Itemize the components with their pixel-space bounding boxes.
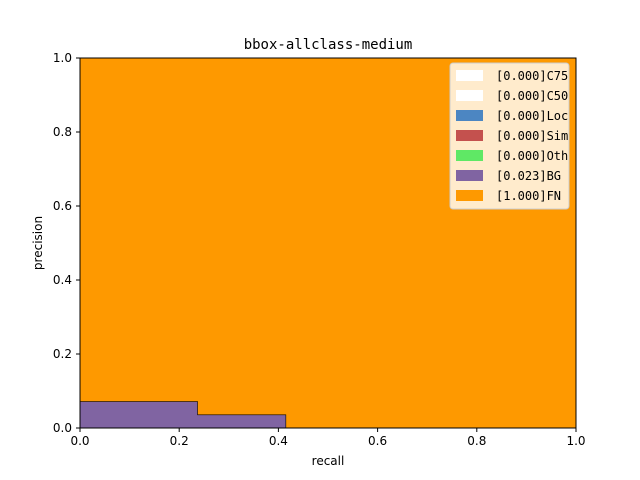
legend-entry: [0.000]C75 — [496, 69, 568, 83]
x-tick-label: 0.4 — [269, 434, 288, 448]
legend-entry: [0.000]C50 — [496, 89, 568, 103]
y-tick-label: 1.0 — [53, 51, 72, 65]
legend-swatch — [456, 110, 483, 121]
x-tick-label: 0.6 — [368, 434, 387, 448]
y-tick-label: 0.8 — [53, 125, 72, 139]
legend-swatch — [456, 150, 483, 161]
legend-entry: [0.000]Loc — [496, 109, 568, 123]
x-tick-label: 1.0 — [566, 434, 585, 448]
legend-entry: [1.000]FN — [496, 189, 561, 203]
y-axis: 0.0 0.2 0.4 0.6 0.8 1.0 — [53, 51, 80, 435]
x-axis: 0.0 0.2 0.4 0.6 0.8 1.0 — [70, 428, 586, 448]
y-tick-label: 0.6 — [53, 199, 72, 213]
y-tick-label: 0.0 — [53, 421, 72, 435]
x-tick-label: 0.8 — [467, 434, 486, 448]
x-axis-label: recall — [312, 454, 345, 468]
legend-swatch — [456, 90, 483, 101]
legend-swatch — [456, 70, 483, 81]
legend: [0.000]C75 [0.000]C50 [0.000]Loc [0.000]Sim… — [449, 62, 570, 210]
x-tick-label: 0.2 — [170, 434, 189, 448]
x-tick-label: 0.0 — [70, 434, 89, 448]
chart-title: bbox-allclass-medium — [244, 37, 413, 53]
legend-entry: [0.000]Oth — [496, 149, 568, 163]
y-tick-label: 0.4 — [53, 273, 72, 287]
legend-entry: [0.023]BG — [496, 169, 561, 183]
y-tick-label: 0.2 — [53, 347, 72, 361]
axes-frame — [79, 57, 577, 429]
y-axis-label: precision — [31, 216, 45, 270]
legend-swatch — [456, 130, 483, 141]
legend-entry: [0.000]Sim — [496, 129, 568, 143]
legend-swatch — [456, 170, 483, 181]
legend-swatch — [456, 190, 483, 201]
